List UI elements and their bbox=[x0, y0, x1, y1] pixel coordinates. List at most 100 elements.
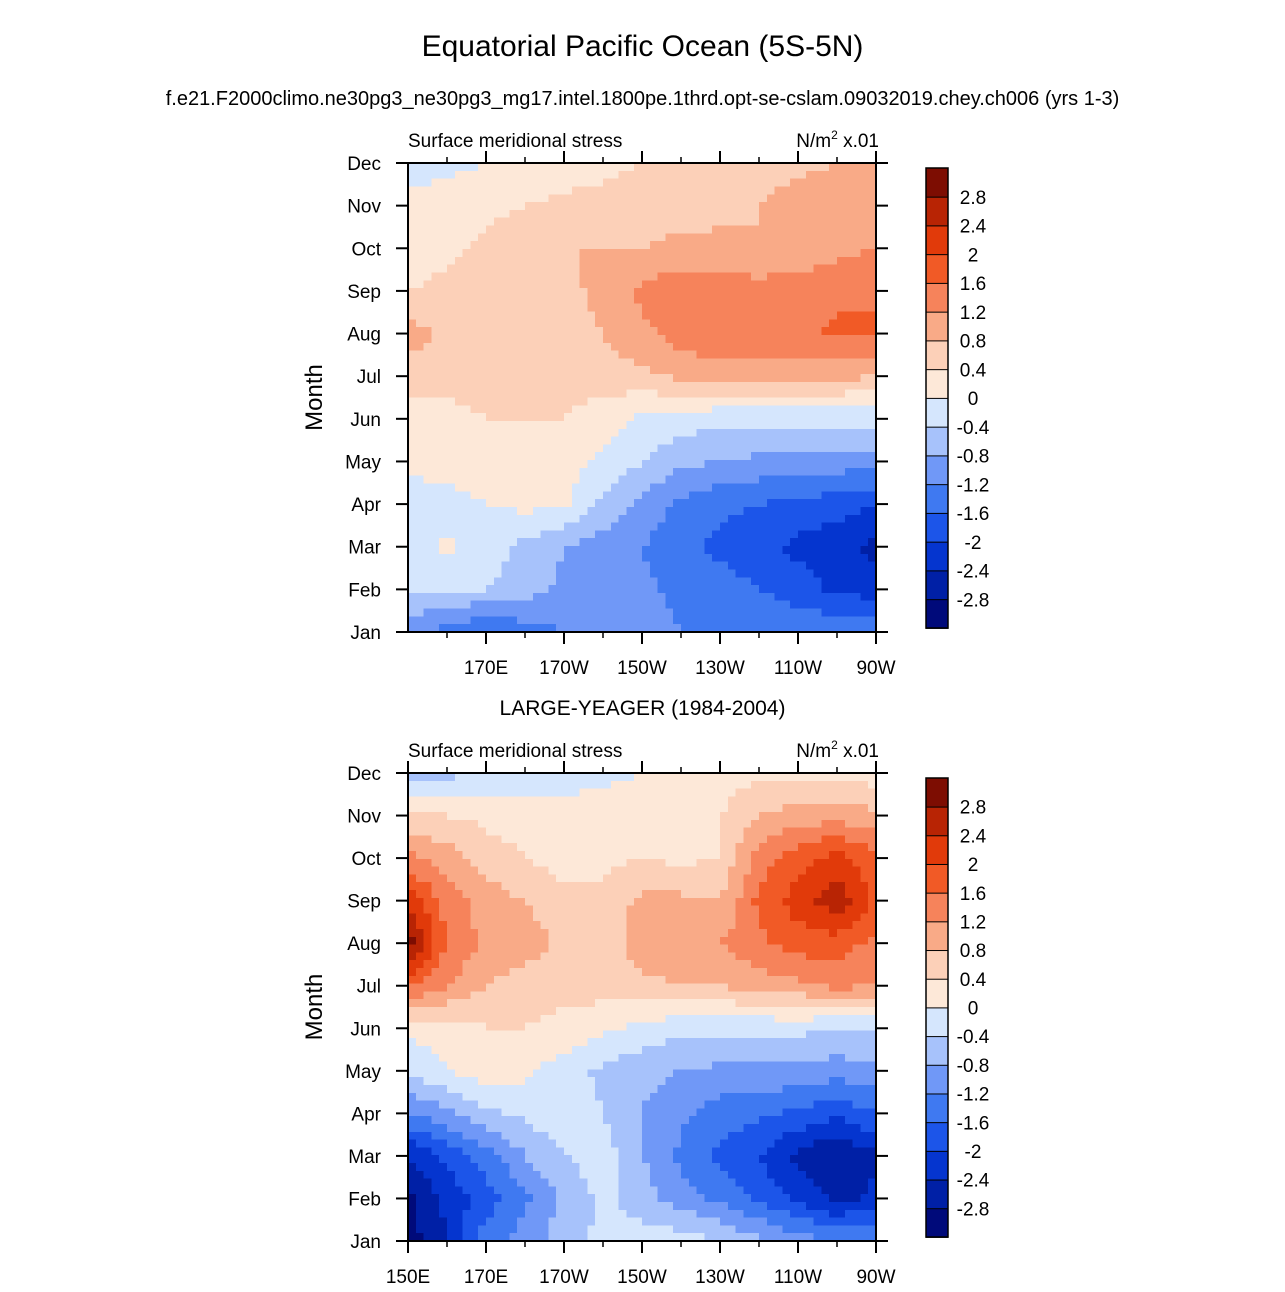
field-cell bbox=[595, 905, 604, 914]
field-cell bbox=[618, 890, 627, 899]
field-cell bbox=[751, 553, 760, 563]
field-cell bbox=[610, 327, 620, 336]
field-cell bbox=[696, 600, 705, 610]
field-cell bbox=[610, 225, 620, 234]
field-cell bbox=[532, 804, 542, 813]
field-cell bbox=[462, 389, 471, 399]
field-cell bbox=[431, 374, 440, 383]
field-cell bbox=[618, 577, 627, 586]
field-cell bbox=[829, 436, 838, 445]
field-cell bbox=[540, 170, 549, 180]
field-cell bbox=[556, 334, 565, 344]
field-cell bbox=[587, 319, 596, 328]
field-cell bbox=[462, 381, 471, 391]
field-cell bbox=[759, 585, 768, 594]
field-cell bbox=[821, 592, 830, 602]
field-cell bbox=[415, 936, 425, 946]
field-cell bbox=[743, 835, 752, 844]
field-cell bbox=[649, 577, 659, 586]
field-cell bbox=[532, 522, 542, 531]
field-cell bbox=[774, 788, 783, 797]
field-cell bbox=[431, 366, 440, 375]
field-cell bbox=[415, 624, 425, 633]
field-cell bbox=[626, 882, 635, 891]
field-cell bbox=[751, 381, 760, 391]
field-cell bbox=[486, 491, 495, 500]
field-cell bbox=[696, 202, 705, 211]
field-cell bbox=[532, 475, 542, 485]
field-cell bbox=[805, 413, 815, 422]
field-cell bbox=[610, 858, 620, 868]
field-cell bbox=[595, 381, 604, 391]
field-cell bbox=[665, 389, 674, 399]
field-cell bbox=[805, 897, 815, 907]
field-cell bbox=[782, 827, 791, 836]
field-cell bbox=[665, 788, 674, 797]
field-cell bbox=[509, 921, 518, 930]
field-cell bbox=[735, 804, 744, 813]
field-cell bbox=[603, 248, 612, 258]
field-cell bbox=[626, 491, 635, 500]
field-cell bbox=[532, 241, 542, 250]
field-cell bbox=[665, 350, 674, 360]
field-cell bbox=[439, 295, 448, 305]
field-cell bbox=[759, 616, 768, 625]
field-cell bbox=[860, 491, 869, 500]
field-cell bbox=[415, 843, 425, 852]
field-cell bbox=[790, 475, 799, 485]
field-cell bbox=[844, 405, 854, 414]
field-cell bbox=[634, 553, 643, 563]
field-cell bbox=[813, 202, 822, 211]
field-cell bbox=[642, 467, 651, 477]
field-cell bbox=[517, 374, 526, 383]
field-cell bbox=[493, 350, 503, 360]
field-cell bbox=[657, 405, 666, 414]
field-cell bbox=[759, 209, 768, 219]
field-cell bbox=[478, 475, 487, 485]
field-cell bbox=[681, 194, 690, 203]
field-cell bbox=[478, 773, 487, 782]
field-cell bbox=[649, 350, 659, 360]
field-cell bbox=[759, 835, 768, 844]
field-cell bbox=[532, 890, 542, 899]
field-cell bbox=[447, 248, 456, 258]
field-cell bbox=[727, 874, 737, 883]
field-cell bbox=[649, 866, 659, 875]
field-cell bbox=[774, 233, 783, 242]
field-cell bbox=[486, 209, 495, 219]
field-cell bbox=[829, 858, 838, 868]
field-cell bbox=[712, 835, 721, 844]
field-cell bbox=[649, 272, 659, 281]
field-cell bbox=[478, 358, 487, 367]
field-cell bbox=[743, 467, 752, 477]
field-cell bbox=[868, 194, 877, 203]
field-cell bbox=[688, 921, 698, 930]
field-cell bbox=[579, 475, 588, 485]
field-cell bbox=[509, 295, 518, 305]
field-cell bbox=[868, 420, 877, 430]
field-cell bbox=[642, 866, 651, 875]
field-cell bbox=[478, 600, 487, 610]
field-cell bbox=[681, 577, 690, 586]
field-cell bbox=[712, 499, 721, 508]
field-cell bbox=[439, 538, 448, 547]
field-cell bbox=[860, 342, 869, 352]
field-cell bbox=[782, 319, 791, 328]
field-cell bbox=[493, 217, 503, 227]
field-cell bbox=[626, 436, 635, 445]
field-cell bbox=[501, 600, 510, 610]
field-cell bbox=[657, 600, 666, 610]
field-cell bbox=[782, 921, 791, 930]
field-cell bbox=[579, 812, 588, 821]
field-cell bbox=[681, 217, 690, 227]
field-cell bbox=[439, 577, 448, 586]
field-cell bbox=[439, 194, 448, 203]
field-cell bbox=[696, 858, 705, 868]
field-cell bbox=[766, 374, 776, 383]
field-cell bbox=[696, 569, 705, 578]
field-cell bbox=[696, 874, 705, 883]
field-cell bbox=[844, 483, 854, 492]
field-cell bbox=[712, 217, 721, 227]
field-cell bbox=[844, 499, 854, 508]
field-cell bbox=[813, 444, 822, 453]
